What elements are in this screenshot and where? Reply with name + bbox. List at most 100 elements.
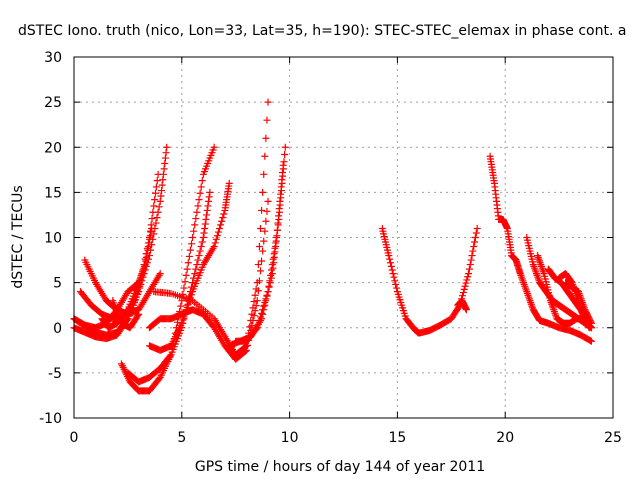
data-point-marker	[148, 215, 156, 223]
data-point-marker	[218, 217, 226, 225]
data-point-marker	[152, 183, 160, 191]
data-point-marker	[260, 170, 268, 178]
data-point-marker	[247, 317, 255, 325]
data-point-marker	[211, 239, 219, 247]
data-point-marker	[188, 240, 196, 248]
x-tick-label: 0	[70, 430, 79, 446]
series-10	[145, 179, 233, 354]
data-point-marker	[143, 250, 151, 258]
data-point-marker	[141, 261, 149, 269]
data-point-marker	[273, 234, 281, 241]
data-point-marker	[587, 319, 595, 327]
data-point-marker	[192, 215, 200, 223]
data-point-marker	[585, 324, 593, 332]
data-point-marker	[197, 183, 205, 191]
data-point-marker	[156, 270, 164, 278]
data-point-marker	[390, 273, 398, 281]
data-point-marker	[386, 255, 394, 263]
data-point-marker	[163, 143, 171, 151]
data-point-marker	[206, 188, 214, 196]
data-point-marker	[193, 261, 201, 269]
data-point-marker	[134, 312, 142, 320]
data-point-marker	[259, 188, 267, 196]
data-point-marker	[179, 316, 187, 324]
data-point-marker	[459, 289, 467, 297]
data-point-marker	[471, 234, 479, 241]
data-point-marker	[183, 265, 191, 273]
data-point-marker	[269, 264, 277, 272]
data-point-marker	[216, 224, 224, 232]
data-point-marker	[184, 259, 192, 267]
data-point-marker	[261, 298, 269, 306]
data-point-marker	[461, 282, 469, 290]
data-point-marker	[135, 310, 143, 318]
data-point-marker	[278, 176, 286, 184]
data-point-marker	[158, 187, 166, 195]
data-point-marker	[277, 190, 285, 198]
data-point-marker	[259, 247, 267, 255]
data-point-marker	[219, 214, 227, 222]
y-axis-label: dSTEC / TECUs	[10, 185, 26, 288]
y-tick-label: 25	[44, 95, 62, 111]
data-point-marker	[387, 259, 395, 267]
data-point-marker	[263, 207, 271, 215]
data-point-marker	[191, 221, 199, 229]
data-point-marker	[275, 212, 283, 220]
y-tick-label: -5	[48, 366, 62, 382]
y-tick-label: 15	[44, 185, 62, 201]
data-point-marker	[155, 375, 163, 383]
data-point-marker	[194, 256, 202, 264]
data-point-marker	[387, 262, 395, 270]
data-point-marker	[262, 217, 270, 225]
data-point-marker	[280, 158, 288, 166]
data-point-marker	[255, 317, 263, 325]
data-point-marker	[465, 270, 473, 278]
data-point-marker	[155, 203, 163, 211]
data-point-marker	[264, 98, 272, 106]
data-point-marker	[471, 238, 479, 246]
data-point-marker	[466, 261, 474, 269]
data-point-marker	[473, 224, 481, 232]
data-point-marker	[462, 279, 470, 287]
data-point-marker	[248, 310, 256, 318]
data-point-marker	[261, 152, 269, 160]
data-point-marker	[262, 295, 270, 303]
data-point-marker	[391, 277, 399, 285]
data-point-marker	[157, 192, 165, 200]
data-point-marker	[152, 219, 160, 227]
data-point-marker	[203, 211, 211, 219]
data-point-marker	[190, 227, 198, 235]
series-6	[98, 261, 149, 332]
data-point-marker	[156, 197, 164, 205]
data-point-marker	[470, 243, 478, 251]
data-point-marker	[260, 237, 268, 245]
data-point-marker	[162, 149, 170, 157]
data-point-marker	[201, 224, 209, 232]
data-point-marker	[177, 302, 185, 310]
data-point-marker	[249, 304, 257, 312]
x-tick-label: 25	[604, 430, 622, 446]
data-point-marker	[278, 169, 286, 177]
data-point-marker	[123, 307, 131, 315]
data-point-marker	[196, 189, 204, 197]
data-point-marker	[256, 313, 264, 321]
data-point-marker	[212, 235, 220, 243]
data-point-marker	[462, 306, 470, 314]
data-point-marker	[258, 309, 266, 317]
data-point-marker	[186, 246, 194, 254]
data-point-marker	[213, 232, 221, 240]
data-point-marker	[181, 278, 189, 286]
x-tick-label: 15	[388, 430, 406, 446]
data-point-marker	[389, 270, 397, 278]
data-point-marker	[147, 228, 155, 236]
data-point-marker	[253, 279, 261, 287]
data-point-marker	[460, 285, 468, 293]
x-tick-label: 10	[281, 430, 299, 446]
data-point-marker	[467, 256, 475, 264]
data-point-marker	[266, 277, 274, 285]
data-point-marker	[191, 270, 199, 278]
data-point-marker	[268, 270, 276, 278]
data-point-marker	[150, 202, 158, 210]
data-point-marker	[271, 244, 279, 252]
axis-ticks	[73, 56, 614, 419]
